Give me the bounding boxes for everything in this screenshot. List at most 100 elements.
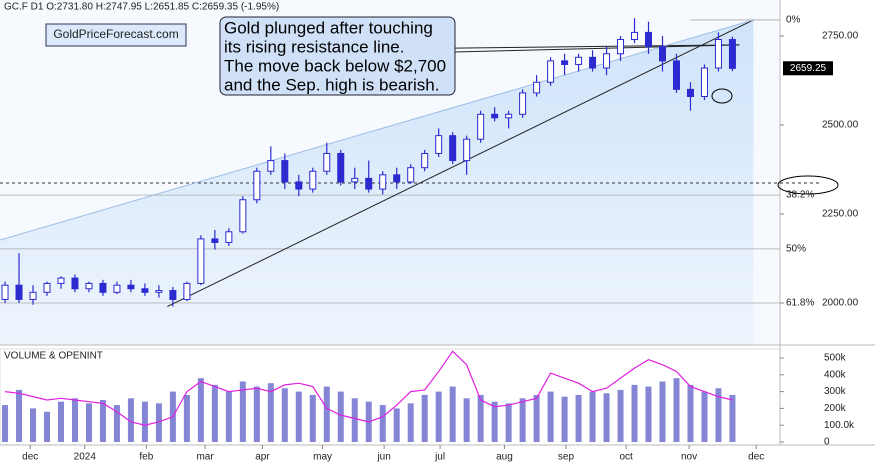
annotation-line: Gold plunged after touching: [224, 18, 433, 37]
candle-body: [43, 282, 51, 293]
candle-body: [113, 284, 121, 293]
y2-tick-label: 300k: [824, 386, 847, 397]
openint-line: [4, 350, 733, 426]
candle-body: [561, 60, 569, 65]
y2-tick-label: 200k: [824, 403, 847, 414]
volume-bar: [617, 389, 624, 442]
watermark: GoldPriceForecast.com: [53, 27, 178, 41]
fib-label: 0%: [786, 15, 801, 26]
volume-bar: [631, 384, 638, 442]
volume-bar: [379, 405, 386, 442]
y2-tick-label: 100.0k: [824, 420, 855, 431]
volume-bar: [99, 400, 106, 442]
candle-body: [365, 177, 373, 190]
header: GC.F D1 O:2731.80 H:2747.95 L:2651.85 C:…: [4, 2, 279, 13]
price-tag-label: 2659.25: [790, 63, 827, 74]
candle-body: [29, 291, 37, 300]
volume-bar: [449, 386, 456, 442]
candle-body: [407, 167, 415, 183]
trend-line: [454, 44, 740, 53]
volume-bar: [673, 378, 680, 442]
volume-bar: [309, 394, 316, 442]
volume-bar: [547, 391, 554, 442]
volume-bar: [561, 396, 568, 442]
volume-bar: [141, 401, 148, 442]
annotation-line: and the Sep. high is bearish.: [224, 75, 439, 94]
candle-body: [700, 67, 708, 97]
volume-bar: [477, 394, 484, 442]
volume-bar: [659, 381, 666, 442]
x-tick-label: aug: [496, 452, 513, 463]
candle-body: [295, 181, 303, 190]
candle-body: [141, 288, 149, 293]
volume-bar: [2, 405, 9, 442]
fib-label: 50%: [786, 244, 806, 255]
candle-body: [728, 39, 736, 69]
volume-bar: [519, 398, 526, 442]
candle-body: [309, 170, 317, 190]
x-tick-label: oct: [619, 452, 633, 463]
y-tick-label: 2500.00: [822, 120, 859, 131]
candle-body: [253, 170, 261, 201]
volume-bar: [30, 408, 37, 442]
volume-bar: [393, 408, 400, 442]
volume-bar: [197, 378, 204, 442]
volume-bar: [71, 398, 78, 442]
candle-body: [686, 88, 694, 97]
x-tick-label: jun: [376, 452, 390, 463]
candle-body: [714, 39, 722, 69]
candle-body: [281, 160, 289, 183]
volume-bar: [113, 405, 120, 442]
volume-bar: [127, 398, 134, 442]
candle-body: [491, 113, 499, 119]
candle-body: [533, 81, 541, 94]
volume-bar: [687, 384, 694, 442]
candle-body: [603, 53, 611, 69]
volume-bar: [407, 403, 414, 442]
candle-body: [337, 152, 345, 183]
y2-tick-label: 0: [824, 437, 830, 448]
candle-body: [323, 152, 331, 172]
volume-bar: [44, 411, 51, 442]
volume-bar: [421, 394, 428, 442]
volume-bar: [281, 388, 288, 442]
candle-body: [267, 160, 275, 172]
candle-body: [57, 277, 65, 284]
volume-bar: [589, 391, 596, 442]
candle-body: [519, 92, 527, 115]
candle-body: [1, 284, 9, 300]
volume-bar: [225, 391, 232, 442]
x-tick-label: sep: [558, 452, 575, 463]
trend-line: [0, 19, 754, 241]
volume-bar: [267, 383, 274, 442]
candle-body: [379, 174, 387, 190]
candle-body: [658, 46, 666, 62]
candle-body: [589, 56, 597, 69]
volume-bar: [211, 384, 218, 442]
annotation-box: [219, 16, 456, 96]
watermark-box: [45, 23, 187, 47]
candle-body: [71, 277, 79, 290]
y-tick-label: 2250.00: [822, 209, 859, 220]
y-tick-label: 2750.00: [822, 31, 859, 42]
volume-bar: [183, 394, 190, 442]
x-tick-label: dec: [748, 452, 764, 463]
volume-bar: [729, 394, 736, 442]
highlight-ellipse: [711, 88, 733, 104]
candle-body: [547, 60, 555, 83]
candle-body: [127, 284, 135, 290]
x-tick-label: may: [313, 452, 332, 463]
volume-bar: [463, 398, 470, 442]
volume-bar: [505, 403, 512, 442]
candle-body: [99, 282, 107, 293]
candle-body: [183, 282, 191, 300]
candle-body: [449, 135, 457, 162]
volume-bar: [337, 391, 344, 442]
candle-body: [645, 31, 653, 48]
annotation-line: The move back below $2,700: [224, 56, 446, 75]
volume-bar: [575, 394, 582, 442]
candle-body: [672, 60, 680, 90]
annotation-line: its rising resistance line.: [224, 37, 404, 56]
volume-bar: [85, 403, 92, 442]
